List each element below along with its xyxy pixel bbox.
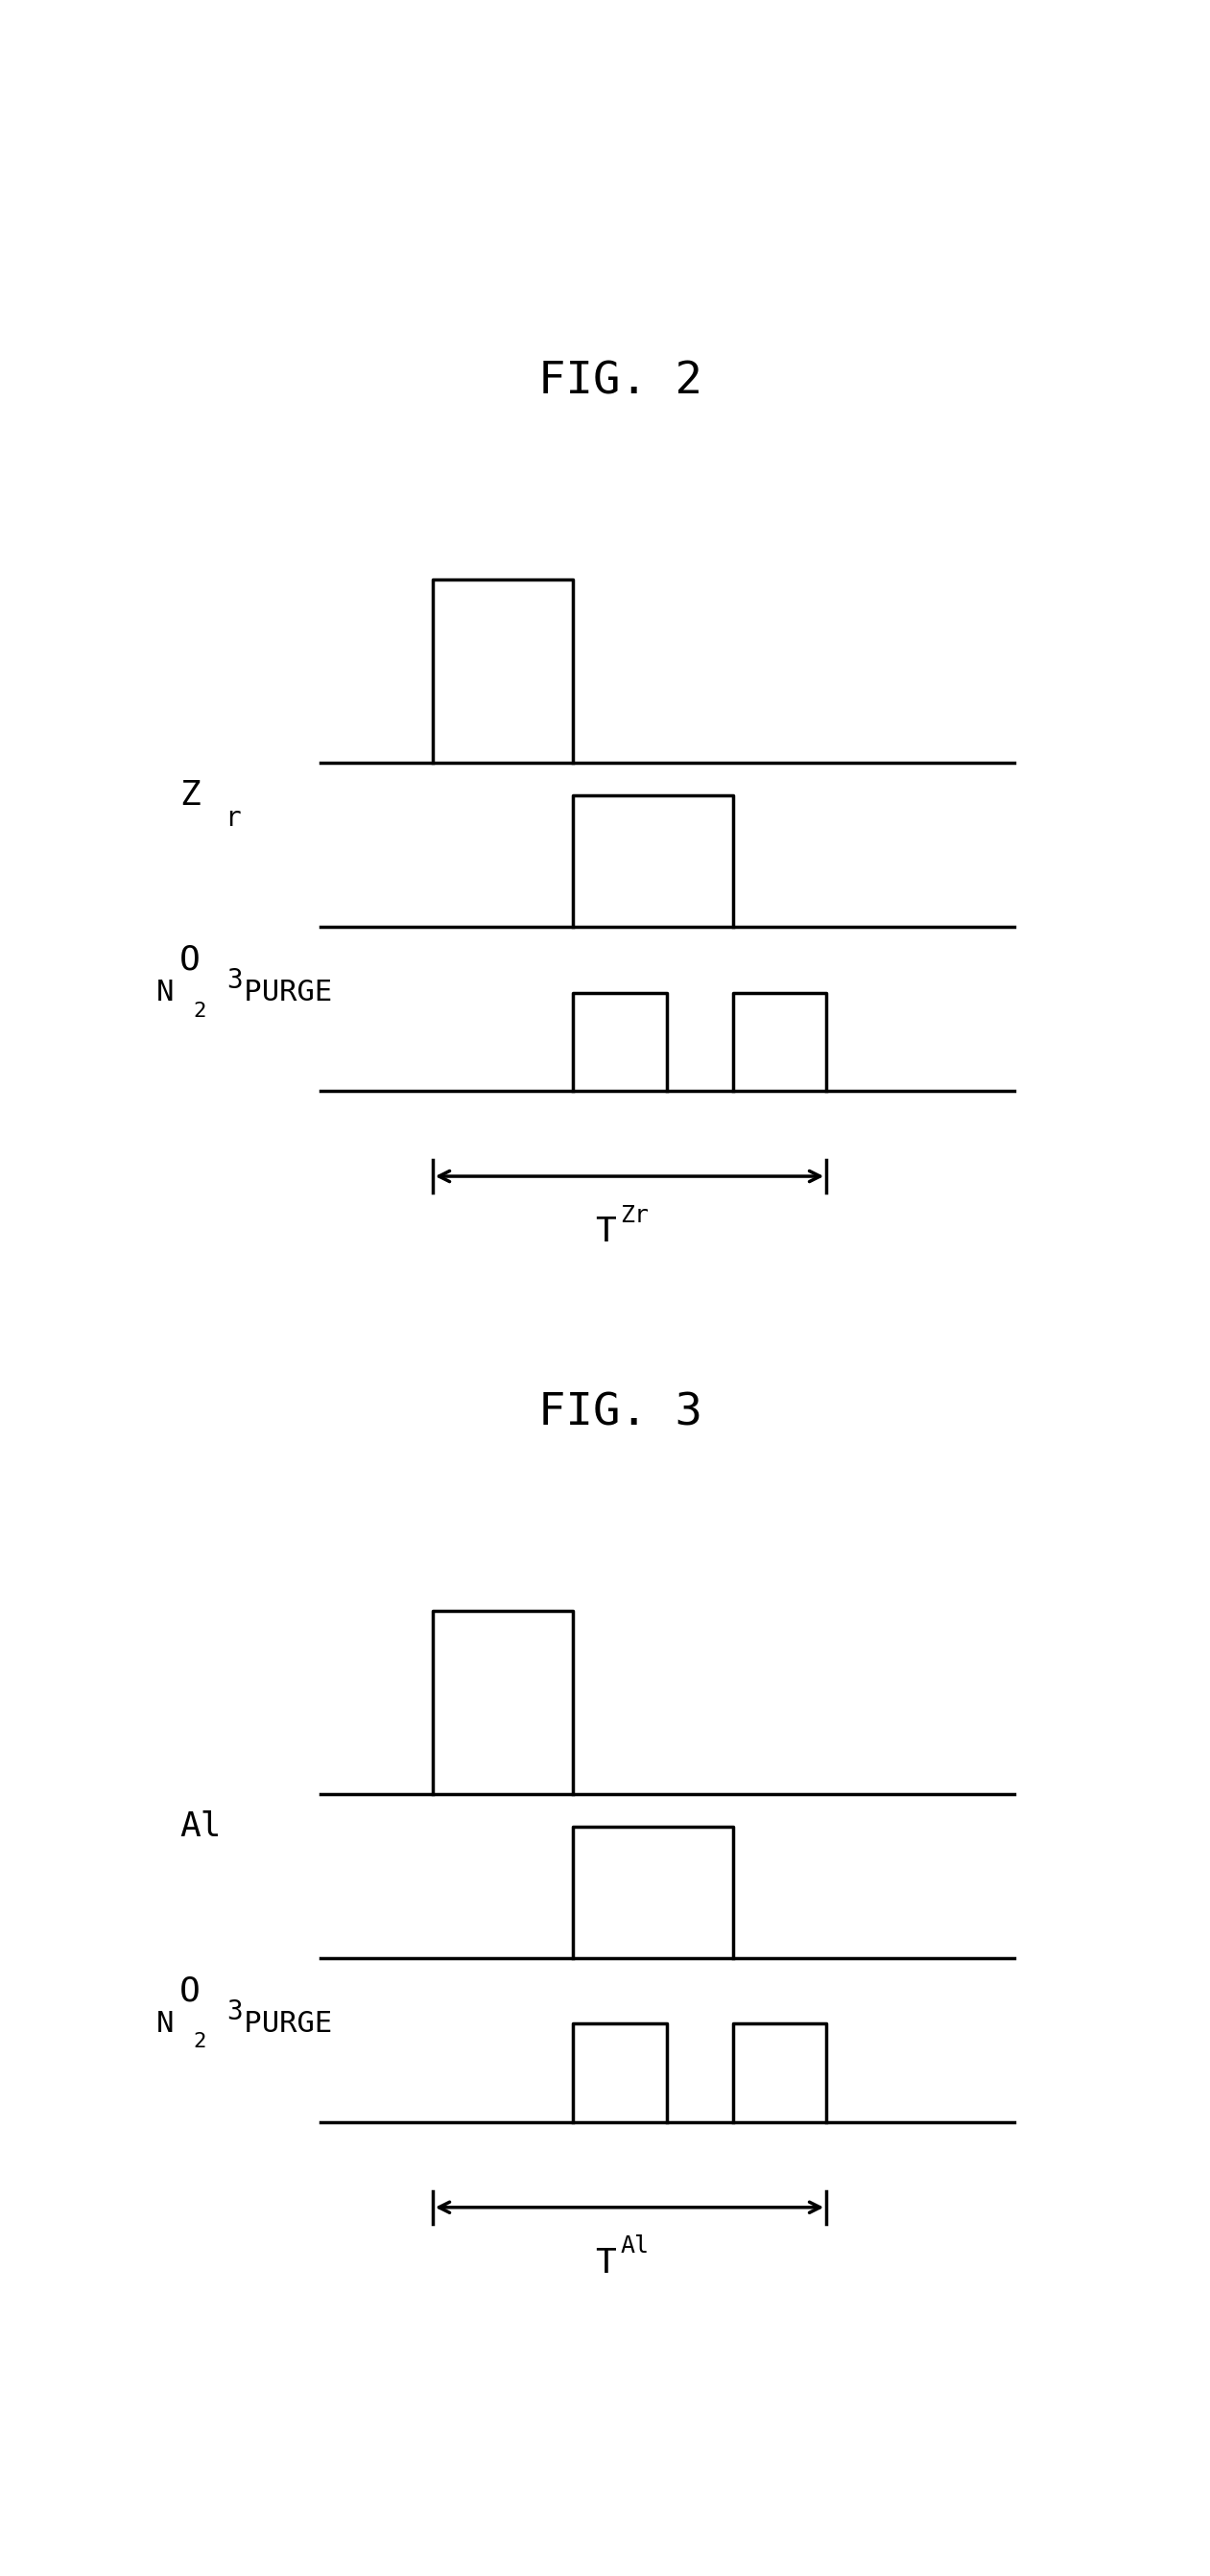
Text: O: O xyxy=(179,1976,200,2007)
Text: 3: 3 xyxy=(226,1999,242,2025)
Text: FIG. 3: FIG. 3 xyxy=(538,1391,702,1435)
Text: T: T xyxy=(594,2246,616,2280)
Text: 2: 2 xyxy=(194,1002,206,1020)
Text: Al: Al xyxy=(179,1811,221,1844)
Text: Al: Al xyxy=(621,2236,649,2259)
Text: O: O xyxy=(179,943,200,976)
Text: N: N xyxy=(156,2009,173,2038)
Text: PURGE: PURGE xyxy=(226,2009,332,2038)
Text: PURGE: PURGE xyxy=(226,979,332,1007)
Text: r: r xyxy=(224,806,241,832)
Text: FIG. 2: FIG. 2 xyxy=(538,361,702,404)
Text: Zr: Zr xyxy=(621,1203,649,1226)
Text: Z: Z xyxy=(179,781,200,811)
Text: 2: 2 xyxy=(194,2032,206,2050)
Text: N: N xyxy=(156,979,173,1007)
Text: T: T xyxy=(594,1216,616,1249)
Text: 3: 3 xyxy=(226,969,242,994)
